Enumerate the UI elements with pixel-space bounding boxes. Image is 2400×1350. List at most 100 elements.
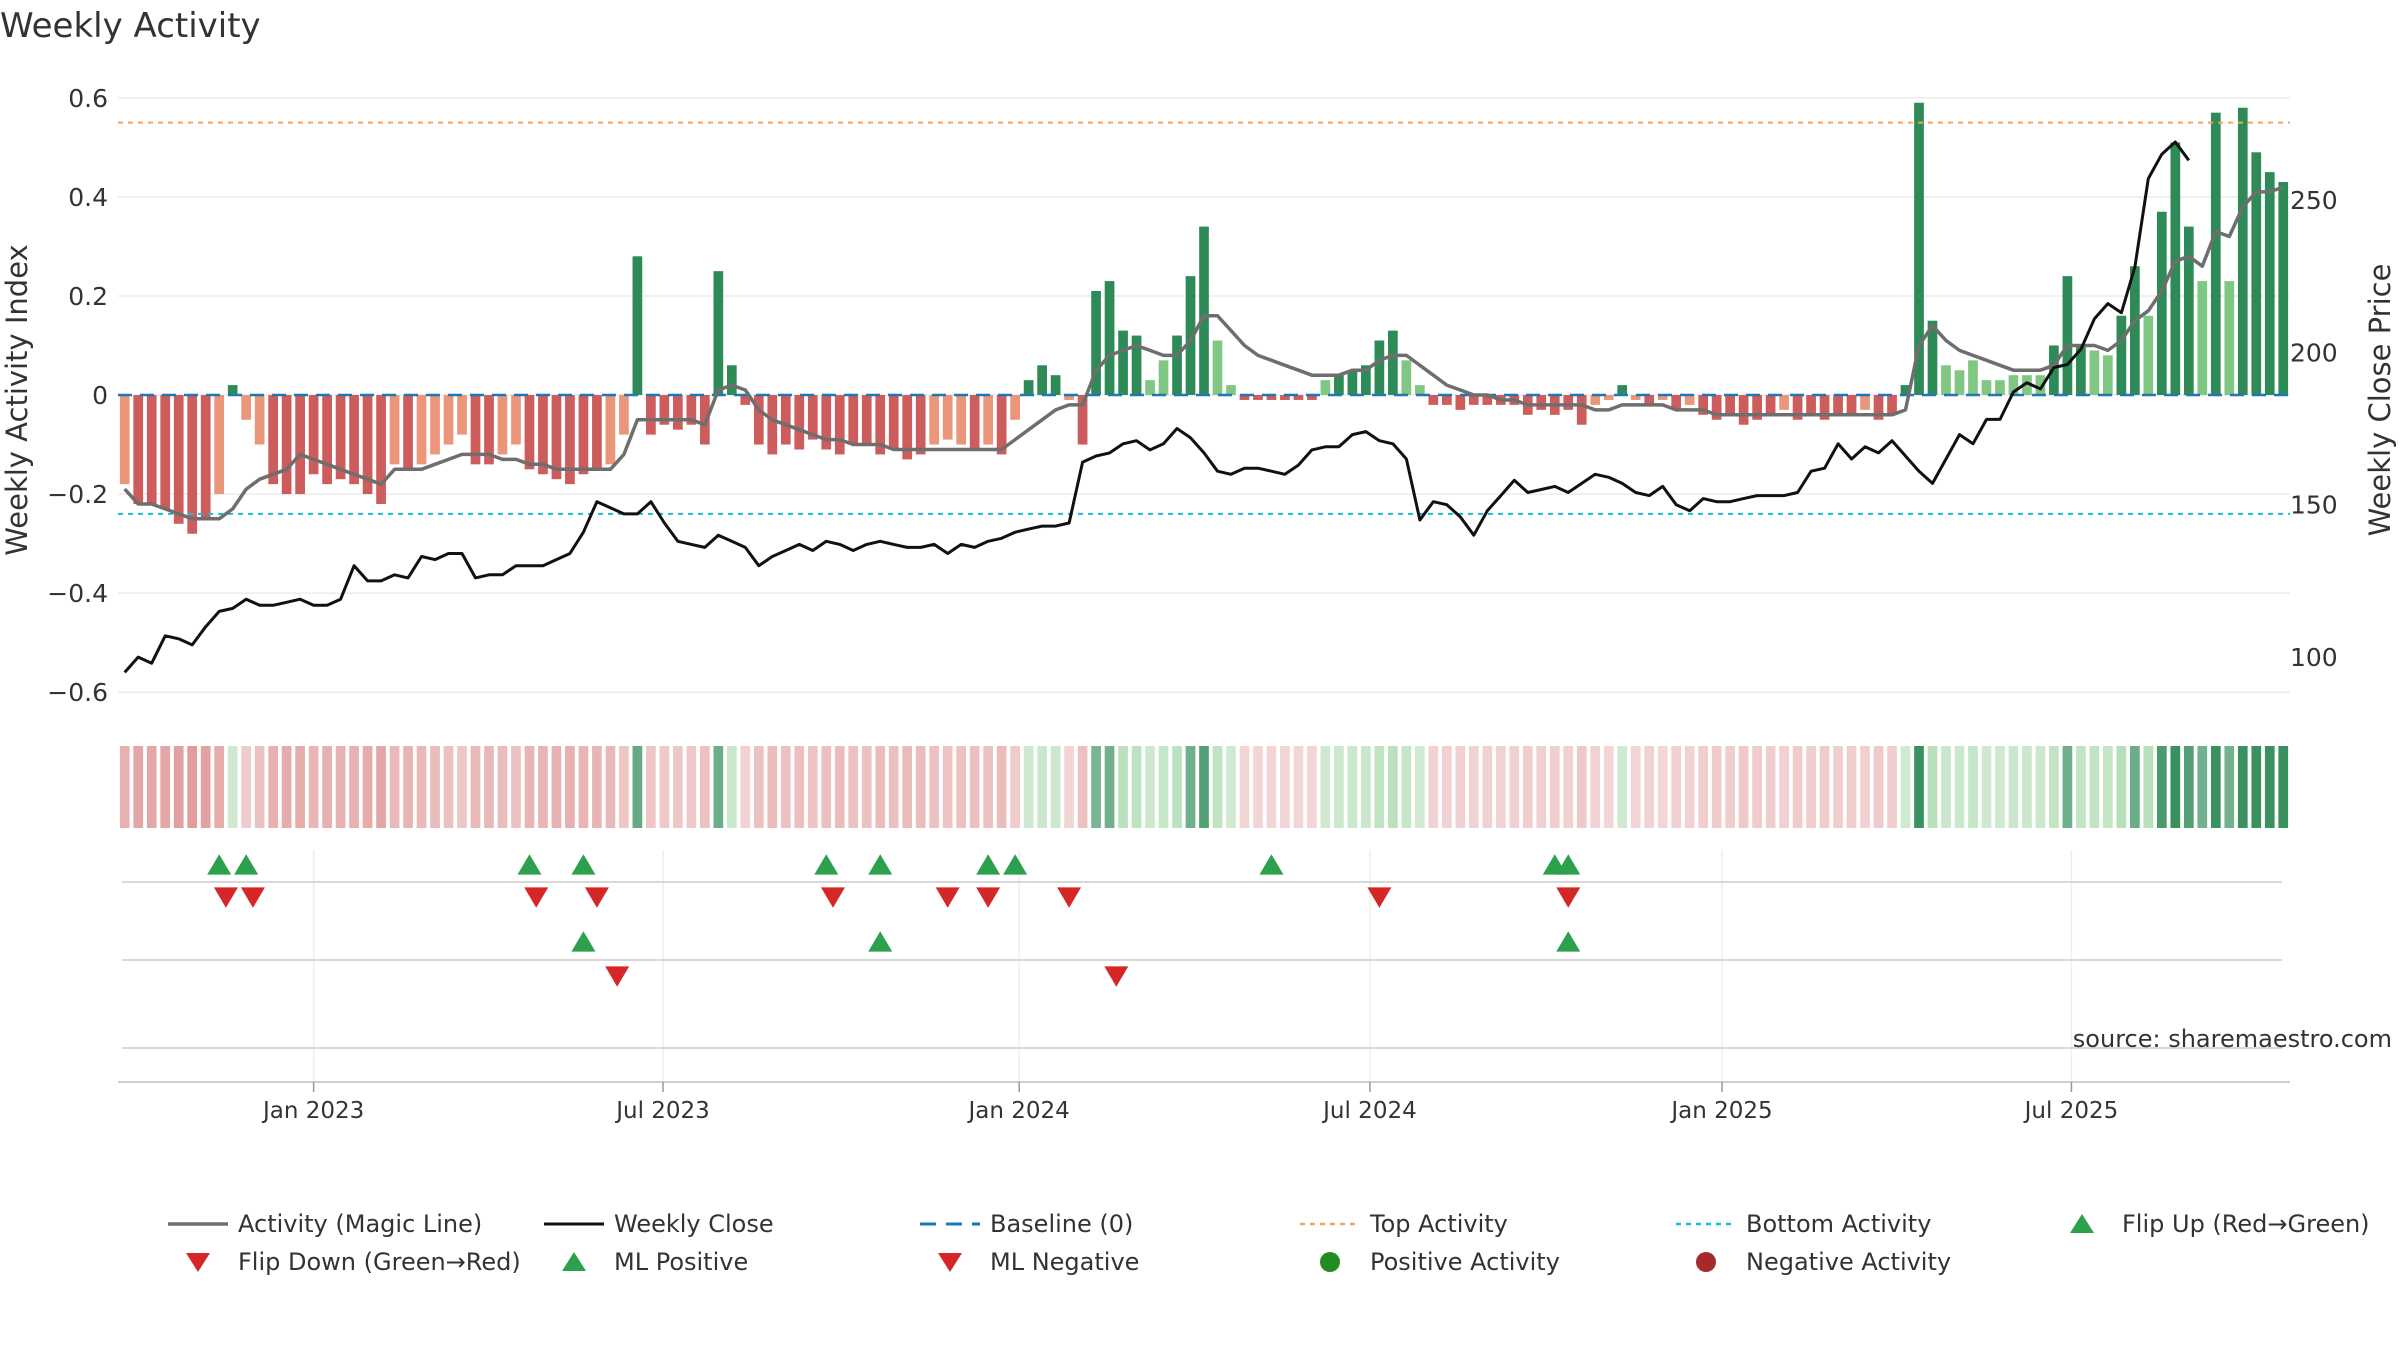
heat-strip-cell <box>2022 746 2032 828</box>
heat-strip-cell <box>2264 746 2275 828</box>
flip-up-marker <box>868 854 893 875</box>
heat-strip-cell <box>1576 746 1587 828</box>
heat-strip-cell <box>1900 746 1911 828</box>
heat-strip-cell <box>1549 746 1560 828</box>
activity-bar-negative <box>1293 395 1304 400</box>
activity-bar-positive <box>1320 380 1331 395</box>
y-tick-label: 0.4 <box>68 183 108 212</box>
heat-strip-cell <box>484 746 494 828</box>
heat-strip-cell <box>1590 746 1601 828</box>
legend-item-baseline: Baseline (0) <box>920 1210 1133 1238</box>
heat-strip-cell <box>2049 746 2059 828</box>
activity-bar-positive <box>2143 315 2154 395</box>
legend-item-top: Top Activity <box>1300 1210 1508 1238</box>
activity-bar-positive <box>2116 315 2127 395</box>
activity-bar-negative <box>969 395 980 450</box>
heat-strip-cell <box>2170 746 2181 828</box>
heat-strip-cell <box>457 746 467 828</box>
activity-bar-negative <box>1644 395 1655 405</box>
activity-bar-positive <box>2170 142 2181 395</box>
heat-strip-cell <box>376 746 386 828</box>
activity-bar-negative <box>403 395 413 470</box>
heat-strip-cell <box>861 746 872 828</box>
legend-item-ml-positive: ML Positive <box>562 1248 748 1276</box>
activity-bar-negative <box>1064 395 1074 400</box>
activity-bar-positive <box>1401 360 1412 395</box>
activity-bar-positive <box>1050 375 1061 395</box>
heat-strip-cell <box>1118 746 1128 828</box>
heat-strip-cell <box>551 746 562 828</box>
legend-item-bottom: Bottom Activity <box>1676 1210 1931 1238</box>
activity-bar-positive <box>1900 385 1911 395</box>
activity-bar-negative <box>416 395 427 465</box>
legend-item-positive: Positive Activity <box>1320 1248 1560 1276</box>
activity-bar-positive <box>1617 385 1628 395</box>
activity-bar-negative <box>349 395 359 485</box>
heat-strip-cell <box>619 746 629 828</box>
heat-strip-cell <box>726 746 737 828</box>
activity-bar-negative <box>1752 395 1762 420</box>
flip-up-marker <box>517 854 542 875</box>
heat-strip-cell <box>2210 746 2221 828</box>
heat-strip-cell <box>173 746 184 828</box>
activity-bar-negative <box>915 395 926 455</box>
activity-bar-negative <box>1603 395 1614 400</box>
heat-strip-cell <box>1388 746 1398 828</box>
flip-up-marker <box>1556 854 1581 875</box>
activity-bar-negative <box>551 395 562 480</box>
activity-bar-negative <box>146 395 157 504</box>
legend-item-ml-negative: ML Negative <box>938 1248 1139 1276</box>
activity-bar-negative <box>443 395 454 445</box>
activity-bar-positive <box>1145 380 1155 395</box>
legend-swatch <box>186 1253 210 1272</box>
activity-bar-positive <box>1981 380 1992 395</box>
activity-bar-negative <box>322 395 332 485</box>
heat-strip-cell <box>2116 746 2127 828</box>
activity-bar-positive <box>2089 350 2100 395</box>
activity-bar-negative <box>1455 395 1466 410</box>
heat-strip-cell <box>1091 746 1101 828</box>
activity-bar-negative <box>1711 395 1722 420</box>
heat-strip-cell <box>2237 746 2248 828</box>
flip-down-marker <box>1057 887 1082 908</box>
legend-label: Positive Activity <box>1370 1248 1560 1276</box>
activity-bar-positive <box>2156 211 2167 395</box>
heat-strip-cell <box>362 746 373 828</box>
legend-item-flip-down: Flip Down (Green→Red) <box>186 1248 521 1276</box>
activity-bar-negative <box>1684 395 1695 405</box>
heat-strip-cell <box>1657 746 1668 828</box>
heat-strip-cell <box>2008 746 2019 828</box>
heat-strip-cell <box>1226 746 1236 828</box>
legend-swatch <box>1320 1252 1340 1272</box>
heat-strip-cell <box>605 746 616 828</box>
activity-bar-positive <box>2130 266 2140 395</box>
flip-up-marker <box>976 854 1001 875</box>
activity-bar-positive <box>2251 152 2262 395</box>
activity-bar-positive <box>2224 281 2235 395</box>
ml-negative-marker <box>1104 966 1129 987</box>
heat-strip-cell <box>646 746 656 828</box>
heat-strip-cell <box>1927 746 1938 828</box>
heat-strip-cell <box>254 746 265 828</box>
activity-bar-negative <box>119 395 130 485</box>
heat-strip-cell <box>133 746 144 828</box>
heat-strip-cell <box>1671 746 1682 828</box>
activity-bar-negative <box>1779 395 1789 410</box>
activity-bar-negative <box>524 395 535 470</box>
activity-bar-positive <box>1226 385 1236 395</box>
activity-bar-negative <box>673 395 683 430</box>
heat-strip-cell <box>888 746 899 828</box>
legend-swatch <box>1696 1252 1716 1272</box>
heat-strip-cell <box>308 746 319 828</box>
activity-bar-negative <box>740 395 751 405</box>
flip-down-marker <box>935 887 960 908</box>
heat-strip-cell <box>794 746 805 828</box>
heat-strip-cell <box>1441 746 1452 828</box>
heat-strip-cell <box>416 746 427 828</box>
activity-bar-positive <box>2062 276 2073 395</box>
chart-title: Weekly Activity <box>0 6 261 46</box>
heat-strip-cell <box>1995 746 2005 828</box>
legend-label: Bottom Activity <box>1746 1210 1931 1238</box>
activity-bar-negative <box>605 395 616 465</box>
